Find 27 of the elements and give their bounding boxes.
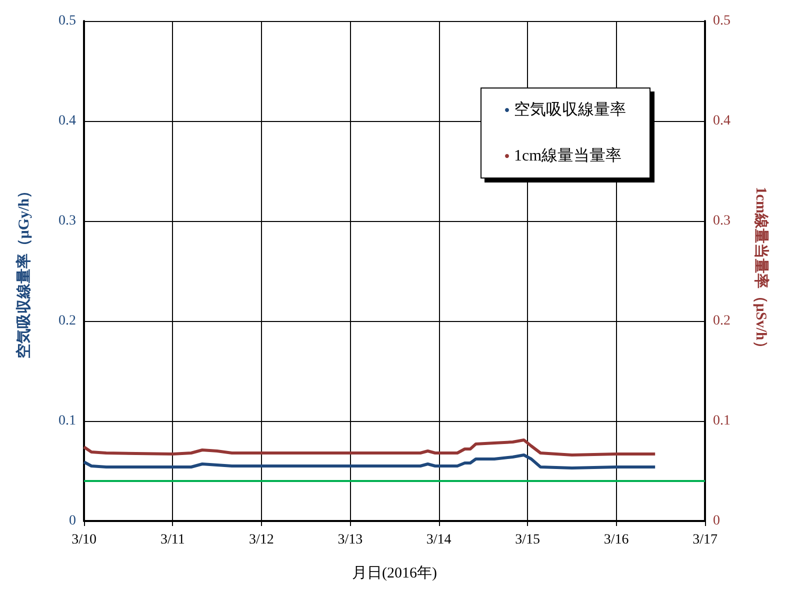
y2-axis-title: 1cm線量当量率（μSv/h） — [752, 186, 770, 356]
y-axis-title: 空気吸収線量率（μGy/h） — [14, 183, 32, 359]
line-series — [82, 454, 657, 470]
y-tick-label: 0.1 — [58, 414, 76, 428]
x-tick-label: 3/10 — [72, 532, 96, 548]
y2-tick-label: 0.5 — [713, 14, 730, 28]
y-tick-label: 0.5 — [58, 14, 76, 28]
y-tick-label: 0.3 — [58, 214, 76, 228]
x-tick-label: 3/17 — [692, 532, 718, 548]
x-tick-label: 3/15 — [515, 532, 540, 548]
x-tick-label: 3/14 — [426, 532, 452, 548]
y2-tick-label: 0.2 — [713, 314, 730, 328]
y2-tick-label: 0 — [713, 514, 720, 528]
y-tick-label: 0.4 — [58, 114, 76, 128]
x-tick-label: 3/16 — [604, 532, 629, 548]
legend-label: 1cm線量当量率 — [514, 146, 622, 164]
y2-tick-label: 0.1 — [713, 414, 730, 428]
line-series — [82, 438, 657, 456]
y2-tick-label: 0.4 — [713, 114, 730, 128]
x-axis-title: 月日(2016年) — [352, 564, 437, 582]
y2-tick-label: 0.3 — [713, 214, 730, 228]
legend-label: 空気吸収線量率 — [514, 100, 626, 118]
y-tick-label: 0 — [69, 514, 76, 528]
x-tick-label: 3/12 — [248, 532, 274, 548]
x-tick-label: 3/13 — [338, 532, 363, 548]
x-tick-label: 3/11 — [160, 532, 185, 548]
y-tick-label: 0.2 — [58, 314, 76, 328]
